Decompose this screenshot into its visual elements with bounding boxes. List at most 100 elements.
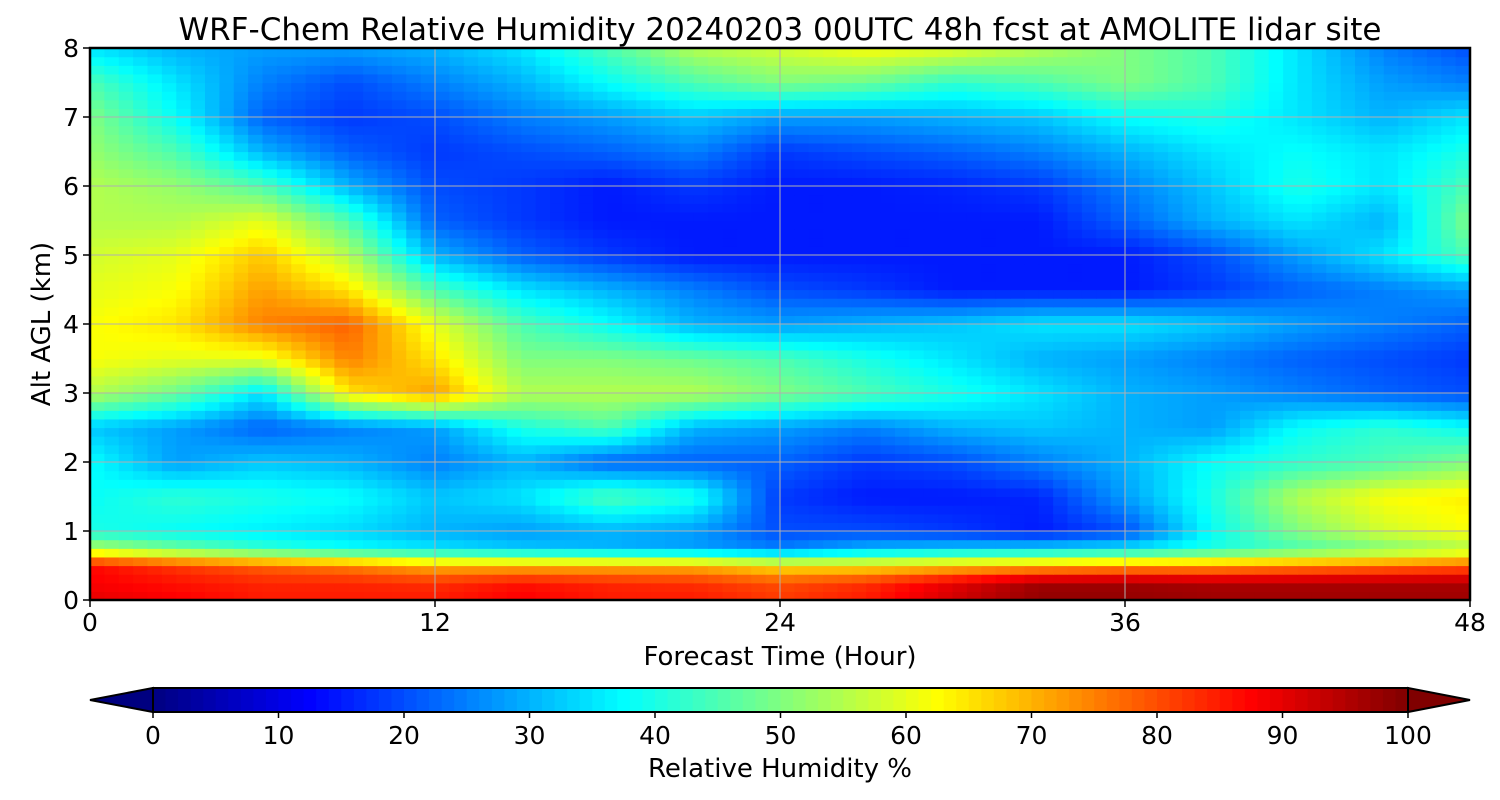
heatmap-cell bbox=[952, 367, 968, 377]
heatmap-cell bbox=[118, 556, 134, 567]
heatmap-cell bbox=[995, 531, 1011, 541]
heatmap-cell bbox=[1010, 479, 1025, 489]
heatmap-cell bbox=[1110, 375, 1126, 385]
heatmap-cell bbox=[621, 591, 637, 601]
heatmap-cell bbox=[305, 246, 321, 256]
heatmap-cell bbox=[909, 160, 925, 170]
heatmap-cell bbox=[564, 289, 580, 299]
heatmap-cell bbox=[233, 410, 249, 420]
heatmap-cell bbox=[880, 548, 896, 558]
heatmap-cell bbox=[1067, 229, 1083, 239]
heatmap-cell bbox=[1096, 384, 1112, 394]
heatmap-cell bbox=[1311, 332, 1327, 342]
heatmap-cell bbox=[521, 418, 537, 429]
heatmap-cell bbox=[391, 358, 407, 368]
heatmap-cell bbox=[348, 306, 364, 316]
heatmap-cell bbox=[205, 358, 220, 368]
heatmap-cell bbox=[535, 582, 551, 592]
heatmap-cell bbox=[219, 306, 235, 316]
heatmap-cell bbox=[492, 522, 508, 532]
heatmap-cell bbox=[808, 151, 824, 161]
heatmap-cell bbox=[1053, 151, 1069, 161]
heatmap-cell bbox=[1340, 522, 1356, 532]
heatmap-cell bbox=[1326, 177, 1342, 187]
heatmap-cell bbox=[895, 574, 910, 584]
heatmap-cell bbox=[1081, 280, 1097, 291]
heatmap-cell bbox=[190, 367, 206, 377]
heatmap-cell bbox=[564, 237, 580, 247]
heatmap-cell bbox=[435, 229, 450, 239]
heatmap-cell bbox=[1455, 237, 1471, 247]
heatmap-cell bbox=[708, 470, 724, 480]
heatmap-cell bbox=[1340, 531, 1356, 541]
heatmap-cell bbox=[535, 315, 551, 325]
heatmap-cell bbox=[276, 220, 292, 230]
heatmap-cell bbox=[90, 556, 105, 567]
heatmap-cell bbox=[506, 177, 522, 187]
heatmap-cell bbox=[966, 367, 982, 377]
heatmap-cell bbox=[1254, 151, 1270, 161]
heatmap-cell bbox=[1110, 505, 1126, 515]
heatmap-cell bbox=[133, 324, 149, 334]
heatmap-cell bbox=[291, 272, 307, 282]
heatmap-cell bbox=[780, 427, 795, 437]
heatmap-cell bbox=[463, 479, 479, 489]
heatmap-cell bbox=[708, 151, 724, 161]
heatmap-cell bbox=[363, 168, 379, 178]
heatmap-cell bbox=[736, 186, 752, 196]
heatmap-cell bbox=[1311, 418, 1327, 429]
heatmap-cell bbox=[621, 470, 637, 480]
heatmap-cell bbox=[938, 229, 954, 239]
heatmap-cell bbox=[1081, 479, 1097, 489]
heatmap-cell bbox=[1268, 462, 1284, 472]
heatmap-cell bbox=[1211, 436, 1227, 446]
heatmap-cell bbox=[1139, 574, 1155, 584]
heatmap-cell bbox=[1139, 349, 1155, 360]
heatmap-cell bbox=[751, 513, 767, 523]
heatmap-cell bbox=[708, 556, 724, 567]
heatmap-cell bbox=[291, 591, 307, 601]
heatmap-cell bbox=[435, 220, 450, 230]
heatmap-cell bbox=[1125, 513, 1140, 523]
heatmap-cell bbox=[837, 453, 853, 463]
heatmap-cell bbox=[348, 479, 364, 489]
heatmap-cell bbox=[449, 591, 465, 601]
heatmap-cell bbox=[1240, 263, 1255, 273]
heatmap-cell bbox=[1010, 522, 1025, 532]
heatmap-cell bbox=[981, 177, 997, 187]
heatmap-cell bbox=[823, 487, 839, 498]
heatmap-cell bbox=[995, 349, 1011, 360]
heatmap-cell bbox=[650, 444, 666, 454]
heatmap-cell bbox=[305, 306, 321, 316]
heatmap-cell bbox=[1168, 349, 1184, 360]
heatmap-cell bbox=[90, 289, 105, 299]
heatmap-cell bbox=[751, 479, 767, 489]
heatmap-cell bbox=[1096, 324, 1112, 334]
heatmap-cell bbox=[1010, 574, 1025, 584]
heatmap-cell bbox=[233, 479, 249, 489]
heatmap-cell bbox=[320, 565, 335, 575]
heatmap-cell bbox=[837, 151, 853, 161]
heatmap-cell bbox=[607, 479, 623, 489]
heatmap-cell bbox=[650, 401, 666, 411]
heatmap-cell bbox=[1182, 565, 1198, 575]
heatmap-cell bbox=[133, 470, 149, 480]
heatmap-cell bbox=[995, 436, 1011, 446]
heatmap-cell bbox=[751, 410, 767, 420]
heatmap-cell bbox=[1254, 427, 1270, 437]
heatmap-cell bbox=[1326, 401, 1342, 411]
heatmap-cell bbox=[837, 582, 853, 592]
heatmap-cell bbox=[981, 349, 997, 360]
heatmap-cell bbox=[406, 444, 422, 454]
heatmap-cell bbox=[1196, 470, 1212, 480]
heatmap-cell bbox=[1096, 462, 1112, 472]
heatmap-cell bbox=[808, 186, 824, 196]
heatmap-cell bbox=[880, 237, 896, 247]
heatmap-cell bbox=[1053, 186, 1069, 196]
heatmap-cell bbox=[305, 194, 321, 204]
heatmap-cell bbox=[1311, 591, 1327, 601]
heatmap-cell bbox=[1412, 255, 1428, 265]
heatmap-cell bbox=[219, 418, 235, 429]
heatmap-cell bbox=[1455, 203, 1471, 213]
heatmap-cell bbox=[248, 341, 264, 351]
